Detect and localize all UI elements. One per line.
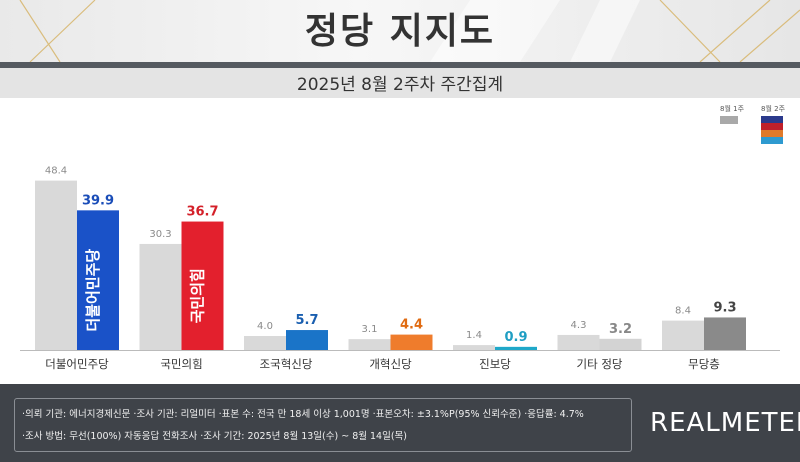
page-title: 정당 지지도	[304, 11, 496, 52]
category-label-4: 진보당	[479, 357, 511, 371]
bar-current-3	[390, 334, 433, 350]
bar-prev-0	[35, 180, 77, 350]
bar-prev-1	[139, 243, 182, 350]
value-label-current-0: 39.9	[82, 193, 114, 208]
value-label-current-3: 4.4	[400, 318, 423, 333]
bar-prev-3	[348, 339, 391, 350]
legend-prev-swatch	[720, 116, 738, 124]
bar-current-2	[286, 330, 328, 350]
header-decoration	[19, 0, 800, 62]
value-label-current-5: 3.2	[609, 322, 632, 337]
value-label-current-4: 0.9	[504, 330, 527, 345]
bar-current-0	[77, 210, 119, 350]
bar-prev-5	[557, 334, 600, 350]
legend-curr-label: 8월 2주	[761, 105, 786, 113]
value-label-prev-4: 1.4	[466, 330, 482, 341]
legend-curr-swatch-4	[761, 137, 783, 144]
bar-party-name-1: 국민의힘	[189, 268, 207, 323]
bar-prev-4	[453, 345, 495, 350]
header-banner: 정당 지지도	[0, 0, 800, 62]
bar-prev-2	[244, 336, 286, 350]
legend-curr-swatch-3	[761, 130, 783, 137]
value-label-prev-6: 8.4	[675, 306, 691, 317]
category-label-3: 개혁신당	[369, 357, 412, 371]
footer	[0, 384, 800, 462]
survey-info-line-1: ·의뢰 기관: 에너지경제신문 ·조사 기관: 리얼미터 ·표본 수: 전국 만…	[22, 409, 584, 420]
value-label-prev-2: 4.0	[257, 321, 273, 332]
survey-info-line-2: ·조사 방법: 무선(100%) 자동응답 전화조사 ·조사 기간: 2025년…	[22, 431, 407, 442]
value-label-prev-0: 48.4	[45, 166, 67, 177]
legend-curr-swatch-2	[761, 123, 783, 130]
bar-current-4	[495, 346, 537, 350]
brand-logo: REALMETER	[650, 408, 800, 438]
category-label-2: 조국혁신당	[260, 357, 313, 371]
legend-curr-swatch-1	[761, 116, 783, 123]
value-label-prev-5: 4.3	[571, 320, 587, 331]
value-label-prev-3: 3.1	[362, 324, 378, 335]
bar-current-5	[599, 338, 642, 350]
value-label-current-2: 5.7	[295, 313, 318, 328]
category-label-6: 무당층	[688, 357, 720, 371]
bar-current-6	[704, 317, 746, 350]
page-subtitle: 2025년 8월 2주차 주간집계	[296, 75, 504, 95]
category-label-0: 더불어민주당	[45, 357, 109, 371]
category-label-1: 국민의힘	[160, 357, 202, 371]
subtitle-bar	[0, 68, 800, 98]
survey-info-box	[14, 398, 632, 452]
value-label-current-6: 9.3	[713, 300, 736, 315]
bar-current-1	[181, 221, 224, 350]
bar-party-name-0: 더불어민주당	[84, 249, 102, 332]
value-label-current-1: 36.7	[186, 205, 218, 220]
bar-prev-6	[662, 320, 704, 350]
header-divider	[0, 62, 800, 68]
legend-prev-label: 8월 1주	[720, 105, 745, 113]
category-label-5: 기타 정당	[577, 357, 623, 371]
value-label-prev-1: 30.3	[149, 229, 171, 240]
